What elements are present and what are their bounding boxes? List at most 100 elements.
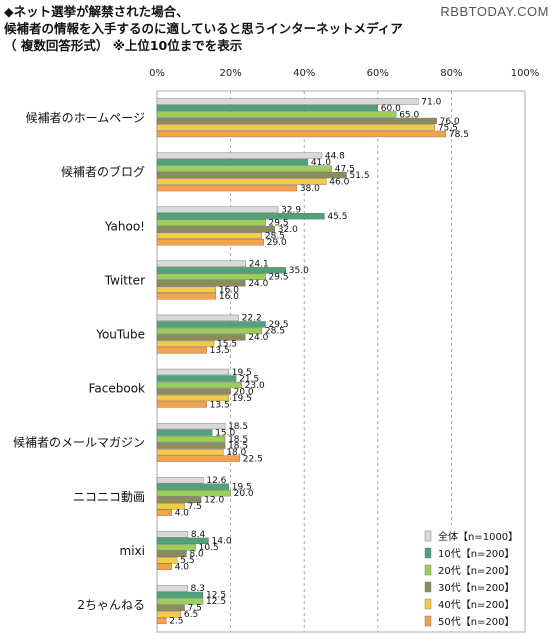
bar [156,381,242,389]
watermark: RBBTODAY.COM [440,4,549,19]
bar [156,591,204,599]
bar [156,206,279,213]
chart-title-line-3: （ 複数回答形式） ※上位10位までを表示 [4,38,243,53]
data-label: 35.0 [289,266,309,276]
data-label: 46.0 [329,177,349,187]
data-label: 78.5 [449,130,469,140]
category-label: 候補者のホームページ [26,111,145,125]
data-label: 29.5 [269,273,289,283]
bar [156,531,189,538]
data-label: 60.0 [381,104,401,114]
data-label: 44.8 [325,151,345,161]
data-label: 38.0 [300,184,320,194]
data-label: 18.5 [228,435,248,445]
legend-label: 50代【n=200】 [438,616,515,628]
bar [156,550,187,557]
data-label: 16.0 [219,292,239,302]
bar [156,483,229,490]
bar [156,267,287,274]
bar [156,442,226,449]
legend-swatch [424,530,432,542]
category-label: YouTube [95,327,145,341]
data-label: 8.3 [191,584,205,594]
category-label: Twitter [104,273,145,287]
data-label: 24.0 [248,279,268,289]
bar [156,617,167,625]
legend-box [421,525,521,631]
data-label: 21.5 [239,374,259,384]
chart-title-line-1: ◆ネット選挙が解禁された場合、 [4,4,189,19]
data-label: 47.5 [335,164,355,174]
data-label: 13.5 [210,346,230,356]
plot-frame [156,90,526,633]
bar [156,293,217,300]
legend-label: 全体【n=1000】 [438,530,518,543]
data-label: 18.5 [228,422,248,432]
legend-label: 30代【n=200】 [438,582,515,594]
legend-label: 10代【n=200】 [438,548,515,560]
bar [156,557,178,564]
bar [156,327,263,335]
bar [156,455,241,462]
bar [156,340,215,348]
legend-label: 40代【n=200】 [438,599,515,611]
bar [156,232,263,239]
legend-swatch [424,615,432,627]
bar [156,477,204,484]
data-label: 18.5 [228,441,248,451]
bar [156,124,436,131]
data-label: 4.0 [175,563,190,573]
legend-swatch [424,581,432,593]
bar [156,98,419,105]
category-label: Yahoo! [104,219,145,233]
data-label: 13.5 [210,400,230,410]
bar [156,321,266,328]
data-label: 32.9 [281,205,301,215]
bar [156,286,217,293]
bar [156,401,207,408]
bar [156,598,204,605]
data-label: 22.5 [243,454,263,464]
data-label: 29.5 [269,320,289,330]
x-tick-label: 40% [293,68,315,79]
data-label: 24.0 [248,333,268,343]
data-label: 12.5 [206,591,226,601]
bar [156,213,325,220]
category-label: 候補者のブログ [61,164,145,179]
data-label: 10.5 [199,543,219,553]
bar [156,435,226,443]
data-label: 15.5 [217,340,237,350]
bar [156,226,275,233]
data-label: 8.4 [191,530,206,540]
chart-title-line-2: 候補者の情報を入手するのに適していると思うインターネットメディア [4,21,403,36]
data-label: 14.0 [212,537,232,547]
data-label: 20.0 [234,489,254,499]
data-label: 29.0 [267,238,287,248]
bar [156,158,309,166]
data-label: 12.0 [204,495,224,505]
x-tick-label: 80% [440,68,462,79]
data-label: 4.0 [175,508,190,518]
bar [156,260,246,267]
bar [156,347,207,354]
data-label: 32.0 [278,225,298,235]
bar [156,111,397,118]
data-label: 7.5 [188,502,202,512]
data-label: 41.0 [311,158,331,168]
bar [156,104,379,112]
category-label: 2ちゃんねる [77,598,145,612]
bar [156,509,172,516]
bar [156,117,437,125]
category-label: mixi [120,544,145,558]
bar [156,585,188,592]
x-tick-label: 0% [149,68,165,79]
x-tick-label: 100% [511,68,540,79]
data-label: 19.5 [232,368,252,378]
bar [156,394,229,402]
data-label: 28.5 [265,327,285,337]
bar [156,604,185,612]
bar [156,544,196,551]
bar [156,171,347,179]
bar [156,448,224,456]
